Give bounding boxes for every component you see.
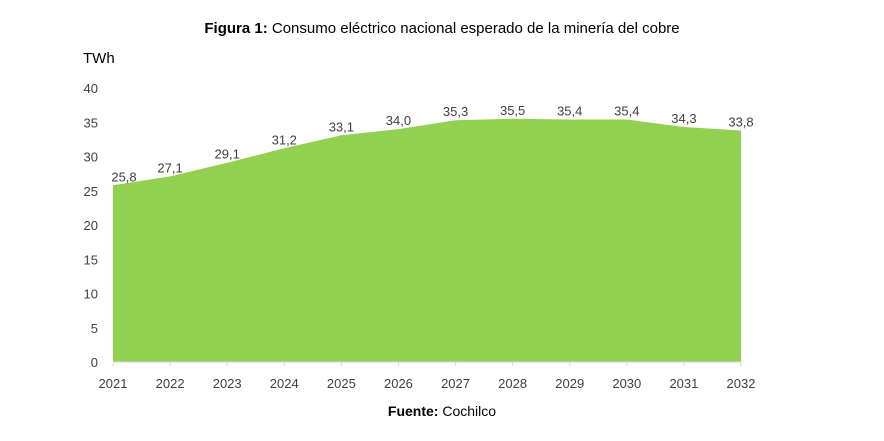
y-tick-label: 15 [84, 252, 98, 267]
x-tick-label: 2024 [270, 376, 299, 391]
data-label: 31,2 [272, 132, 297, 147]
y-tick-label: 35 [84, 115, 98, 130]
data-label: 35,4 [614, 104, 639, 119]
data-label: 33,1 [329, 119, 354, 134]
data-label: 35,4 [557, 104, 582, 119]
y-axis-ticks: 0 5 10 15 20 25 30 35 40 [84, 81, 98, 370]
x-tick-label: 2032 [727, 376, 756, 391]
data-label: 27,1 [157, 160, 182, 175]
x-tick-label: 2026 [384, 376, 413, 391]
y-axis-unit-label: TWh [83, 50, 115, 67]
y-tick-label: 0 [91, 355, 98, 370]
x-tick-label: 2030 [612, 376, 641, 391]
data-label: 34,3 [671, 111, 696, 126]
y-tick-label: 5 [91, 321, 98, 336]
figure-title-text: Consumo eléctrico nacional esperado de l… [267, 20, 680, 37]
data-label: 35,3 [443, 104, 468, 119]
data-labels: 25,8 27,1 29,1 31,2 33,1 34,0 35,3 35,5 35,4 35,4… [111, 103, 753, 184]
data-label: 25,8 [111, 169, 136, 184]
source-text: Cochilco [438, 403, 497, 419]
y-tick-label: 40 [84, 81, 98, 96]
y-tick-label: 30 [84, 150, 98, 165]
y-tick-label: 25 [84, 184, 98, 199]
series-area [113, 118, 741, 362]
x-axis-ticks: 2021 2022 2023 2024 2025 2026 2027 2028 2029 2030… [99, 362, 756, 391]
x-tick-label: 2023 [213, 376, 242, 391]
x-tick-label: 2029 [555, 376, 584, 391]
source-prefix: Fuente: [387, 403, 439, 419]
figure-source: Fuente: Cochilco [0, 403, 884, 419]
y-tick-label: 10 [84, 287, 98, 302]
data-label: 34,0 [386, 113, 411, 128]
data-label: 33,8 [728, 114, 753, 129]
x-tick-label: 2031 [669, 376, 698, 391]
x-tick-label: 2027 [441, 376, 470, 391]
x-tick-label: 2022 [156, 376, 185, 391]
figure-title: Figura 1: Consumo eléctrico nacional esp… [0, 20, 884, 37]
x-tick-label: 2021 [99, 376, 128, 391]
y-tick-label: 20 [84, 218, 98, 233]
data-label: 29,1 [215, 147, 240, 162]
x-tick-label: 2028 [498, 376, 527, 391]
data-label: 35,5 [500, 103, 525, 118]
x-tick-label: 2025 [327, 376, 356, 391]
figure-title-prefix: Figura 1: [204, 20, 268, 37]
